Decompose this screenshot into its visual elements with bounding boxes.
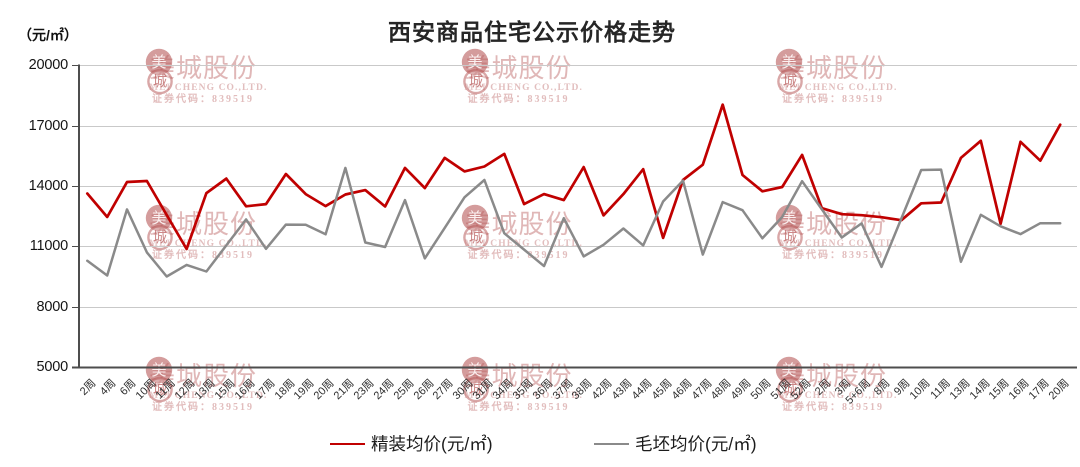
- series-line-refined: [85, 103, 1062, 251]
- y-tick-label-20000: 20000: [28, 57, 69, 74]
- legend-swatch-roughcast: [594, 442, 629, 445]
- y-tick-label-17000: 17000: [28, 117, 69, 134]
- legend-label-roughcast: 毛坯均价(元/㎡): [635, 434, 757, 454]
- y-tick-label-8000: 8000: [36, 298, 69, 315]
- legend-swatch-refined: [330, 442, 365, 445]
- y-tick-label-11000: 11000: [29, 238, 68, 255]
- series-line-roughcast: [86, 166, 1062, 278]
- legend-item-roughcast: 毛坯均价(元/㎡): [594, 431, 757, 456]
- y-axis-unit-label: （元/㎡）: [18, 27, 78, 43]
- chart-title: 西安商品住宅公示价格走势: [388, 19, 676, 45]
- legend-label-refined: 精装均价(元/㎡): [371, 434, 493, 454]
- legend-item-refined: 精装均价(元/㎡): [330, 431, 493, 456]
- y-tick-label-14000: 14000: [28, 178, 69, 195]
- y-tick-label-5000: 5000: [36, 359, 69, 375]
